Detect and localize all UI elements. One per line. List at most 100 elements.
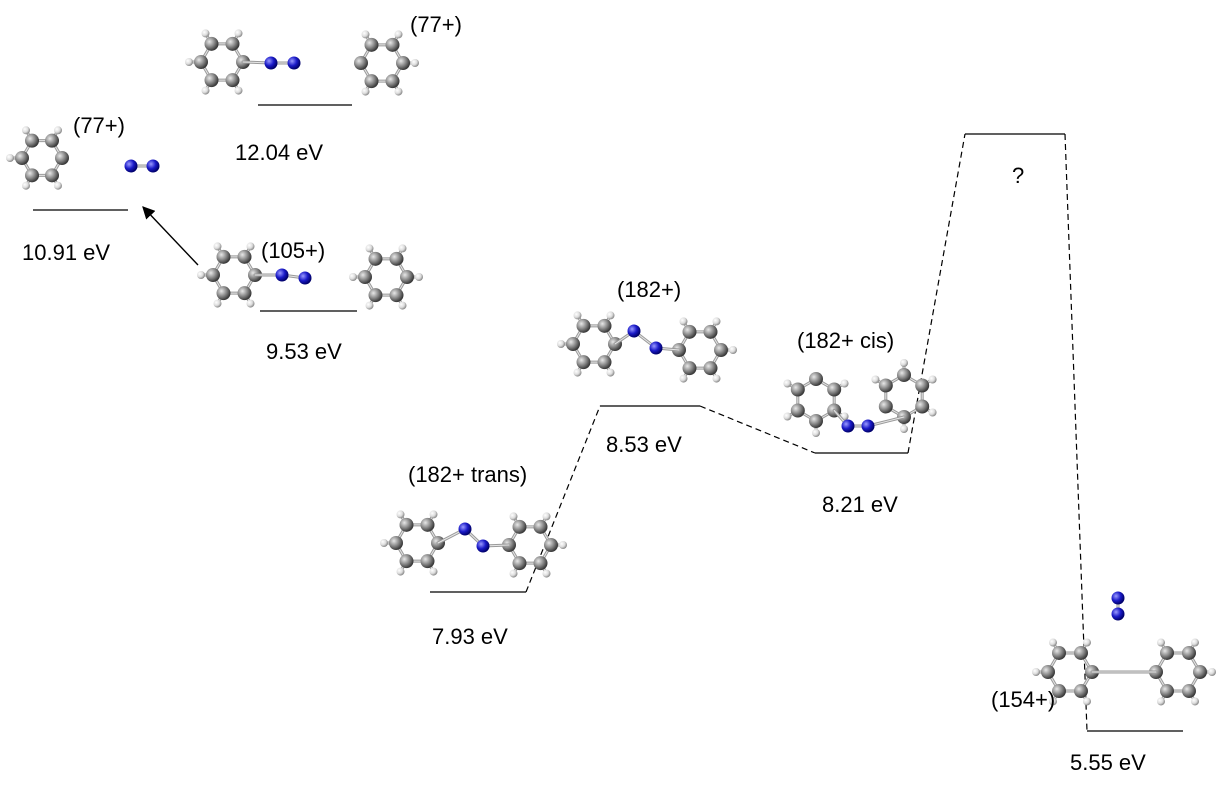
carbon-atom [368, 251, 383, 266]
hydrogen-atom [1208, 668, 1216, 676]
carbon-atom [790, 382, 805, 397]
hydrogen-atom [871, 375, 880, 384]
carbon-atom [533, 519, 548, 534]
carbon-atom [206, 268, 220, 282]
nitrogen-atom [649, 341, 663, 355]
carbon-atom [204, 36, 219, 51]
carbon-atom [364, 37, 379, 52]
carbon-atom [354, 56, 368, 70]
hydrogen-atom [396, 567, 405, 576]
nitrogen-atom [841, 419, 855, 433]
ion-label-105: (105+) [261, 238, 325, 263]
hydrogen-atom [1191, 697, 1199, 706]
hydrogen-atom [783, 379, 792, 388]
hydrogen-atom [429, 510, 438, 519]
carbon-atom [399, 554, 414, 569]
carbon-atom [55, 151, 69, 165]
hydrogen-atom [928, 408, 937, 417]
carbon-atom [400, 270, 414, 284]
nitrogen-atom [861, 419, 875, 433]
carbon-atom [714, 343, 728, 357]
hydrogen-atom [559, 541, 567, 549]
molecule-182-trans [380, 510, 567, 578]
energy-label-105: 9.53 eV [266, 339, 342, 364]
carbon-atom [566, 337, 580, 351]
hydrogen-atom [394, 30, 403, 39]
hydrogen-atom [246, 242, 255, 251]
carbon-atom [878, 399, 893, 414]
hydrogen-atom [201, 29, 210, 38]
hydrogen-atom [679, 374, 688, 383]
hydrogen-atom [573, 311, 582, 320]
carbon-atom [396, 56, 410, 70]
hydrogen-atom [213, 299, 222, 308]
hydrogen-atom [509, 512, 518, 521]
fragmentation-arrow [142, 206, 199, 266]
molecule-105 [197, 242, 423, 310]
carbon-atom [25, 168, 39, 183]
carbon-atom [512, 519, 527, 534]
carbon-atom [194, 55, 208, 69]
carbon-atom [809, 414, 823, 428]
carbon-atom [1074, 645, 1088, 660]
energy-label-182-trans: 7.93 eV [432, 624, 508, 649]
carbon-atom [216, 249, 231, 264]
carbon-atom [703, 324, 718, 339]
carbon-atom [1193, 665, 1207, 679]
hydrogen-atom [542, 569, 551, 578]
ion-label-77-top: (77+) [410, 12, 462, 37]
ion-label-77-left: (77+) [73, 113, 125, 138]
hydrogen-atom [606, 311, 615, 320]
hydrogen-atom [22, 126, 30, 135]
hydrogen-atom [542, 512, 551, 521]
carbon-atom [897, 368, 911, 382]
hydrogen-atom [361, 87, 370, 96]
carbon-atom [809, 372, 823, 386]
nitrogen-atom [458, 522, 472, 536]
energy-label-182: 8.53 eV [606, 432, 682, 457]
hydrogen-atom [398, 244, 407, 253]
hydrogen-atom [729, 346, 737, 354]
carbon-atom [420, 517, 435, 532]
carbon-atom [216, 286, 231, 301]
hydrogen-atom [712, 374, 721, 383]
molecule-182-cis [783, 359, 937, 437]
nitrogen-atom [627, 324, 641, 338]
carbon-atom [915, 399, 930, 414]
carbon-atom [576, 355, 591, 370]
carbon-atom [45, 168, 59, 183]
hydrogen-atom [197, 271, 205, 279]
carbon-atom [915, 378, 930, 393]
carbon-atom [204, 73, 219, 88]
hydrogen-atom [1157, 697, 1165, 706]
hydrogen-atom [509, 569, 518, 578]
carbon-atom [1160, 645, 1174, 660]
nitrogen-atom [476, 539, 490, 553]
carbon-atom [576, 318, 591, 333]
hydrogen-atom [365, 301, 374, 310]
hydrogen-atom [380, 539, 388, 547]
hydrogen-atom [812, 429, 820, 437]
hydrogen-atom [54, 181, 62, 190]
molecule-154 [1032, 591, 1216, 706]
unknown-transition-label: ? [1012, 163, 1024, 188]
carbon-atom [544, 538, 558, 552]
nitrogen-atom [1111, 607, 1125, 621]
hydrogen-atom [22, 181, 30, 190]
hydrogen-atom [234, 86, 243, 95]
connector-182-to-cis [699, 405, 816, 454]
carbon-atom [25, 133, 39, 148]
carbon-atom [827, 382, 842, 397]
nitrogen-atom [1111, 591, 1125, 605]
carbon-atom [15, 151, 29, 165]
carbon-atom [790, 403, 805, 418]
carbon-atom [45, 133, 59, 148]
energy-label-77-top: 12.04 eV [235, 140, 323, 165]
carbon-atom [1052, 645, 1066, 660]
carbon-atom [420, 554, 435, 569]
hydrogen-atom [900, 359, 908, 367]
carbon-atom [1041, 665, 1055, 679]
carbon-atom [364, 74, 379, 89]
hydrogen-atom [606, 368, 615, 377]
